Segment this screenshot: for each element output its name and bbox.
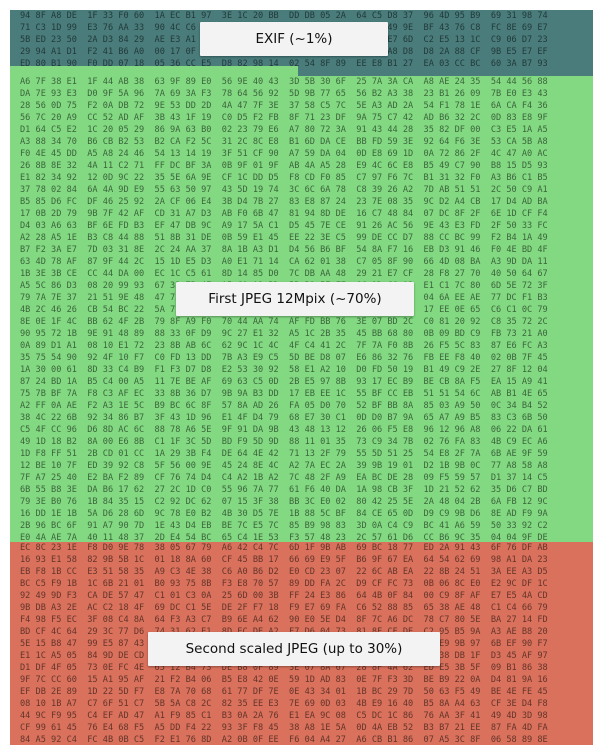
exif-region-tail	[298, 66, 593, 76]
second-jpeg-region: EC 8C 23 1E F8 D0 9E 78 38 05 67 79 A6 4…	[10, 542, 593, 745]
second-jpeg-label: Second scaled JPEG (up to 30%)	[148, 632, 440, 666]
exif-label: EXIF (~1%)	[200, 22, 388, 56]
first-jpeg-label: First JPEG 12Mpix (~70%)	[176, 282, 414, 316]
first-jpeg-region-head	[10, 66, 298, 76]
